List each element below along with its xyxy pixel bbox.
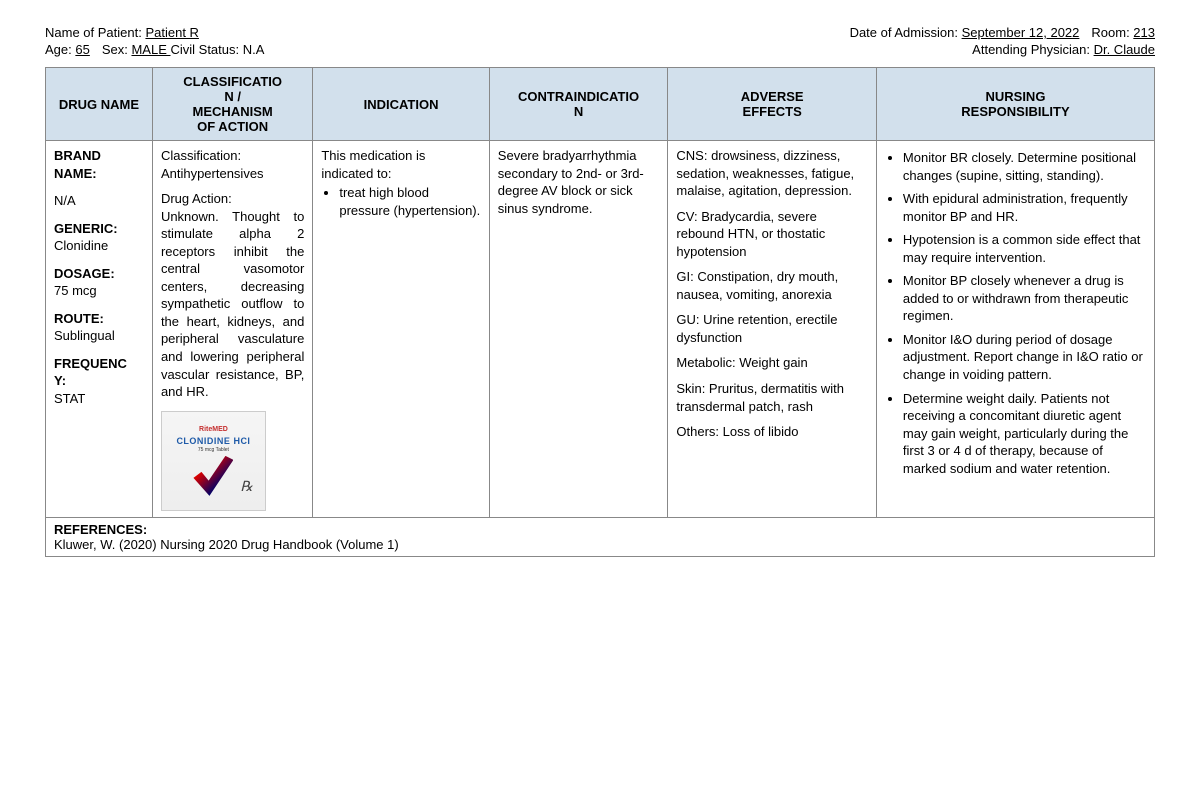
- brand-value: N/A: [54, 193, 76, 208]
- skin-label: Skin: [676, 381, 701, 396]
- indication-lead: This medication is indicated to:: [321, 147, 480, 182]
- dosage-label: DOSAGE:: [54, 266, 115, 281]
- med-name: CLONIDINE HCI: [176, 435, 250, 447]
- patient-name: Name of Patient: Patient R: [45, 25, 199, 40]
- sex-label: Sex:: [102, 42, 132, 57]
- freq-value: STAT: [54, 391, 85, 406]
- brand-label: BRAND NAME:: [54, 148, 101, 181]
- patient-label: Name of Patient:: [45, 25, 142, 40]
- cv-value: : Bradycardia, severe rebound HTN, or th…: [676, 209, 825, 259]
- gi-label: GI: [676, 269, 690, 284]
- cell-classification: Classification: Antihypertensives Drug A…: [152, 141, 312, 518]
- class-label: Classification:: [161, 148, 241, 163]
- med-brand: RiteMED: [199, 425, 228, 434]
- col-adverse: ADVERSEEFFECTS: [668, 68, 877, 141]
- route-label: ROUTE:: [54, 311, 104, 326]
- sex-value: MALE: [131, 42, 170, 57]
- checkmark-icon: [193, 456, 233, 496]
- sex: Sex: MALE Civil Status: N.A: [102, 42, 265, 57]
- freq-label: FREQUENCY:: [54, 356, 127, 389]
- col-contraindication: CONTRAINDICATION: [489, 68, 668, 141]
- metabolic-label: Metabolic: [676, 355, 732, 370]
- metabolic-value: : Weight gain: [732, 355, 808, 370]
- rx-icon: ℞: [240, 479, 253, 498]
- nursing-item: Monitor BR closely. Determine positional…: [903, 149, 1146, 184]
- drug-table: DRUG NAME CLASSIFICATION /MECHANISMOF AC…: [45, 67, 1155, 518]
- generic-label: GENERIC:: [54, 221, 118, 236]
- others-label: Others: [676, 424, 715, 439]
- action-label: Drug Action:: [161, 191, 232, 206]
- medication-image: RiteMED CLONIDINE HCI 75 mcg Tablet ℞: [161, 411, 266, 511]
- civil-status: Civil Status: N.A: [170, 42, 264, 57]
- cell-contraindication: Severe bradyarrhythmia secondary to 2nd-…: [489, 141, 668, 518]
- nursing-item: Determine weight daily. Patients not rec…: [903, 390, 1146, 478]
- physician: Attending Physician: Dr. Claude: [972, 42, 1155, 57]
- age: Age: 65: [45, 42, 90, 57]
- gi-value: : Constipation, dry mouth, nausea, vomit…: [676, 269, 838, 302]
- references-label: REFERENCES:: [54, 522, 147, 537]
- room-value: 213: [1133, 25, 1155, 40]
- col-nursing: NURSINGRESPONSIBILITY: [876, 68, 1154, 141]
- generic-value: Clonidine: [54, 238, 108, 253]
- indication-item: treat high blood pressure (hypertension)…: [339, 184, 480, 219]
- age-label: Age:: [45, 42, 72, 57]
- cns-value: : drowsiness, dizziness, sedation, weakn…: [676, 148, 854, 198]
- patient-value: Patient R: [145, 25, 198, 40]
- nursing-item: Hypotension is a common side effect that…: [903, 231, 1146, 266]
- skin-value: : Pruritus, dermatitis with transdermal …: [676, 381, 844, 414]
- room: Room: 213: [1091, 25, 1155, 40]
- physician-label: Attending Physician:: [972, 42, 1093, 57]
- route-value: Sublingual: [54, 328, 115, 343]
- admission-date: Date of Admission: September 12, 2022: [850, 25, 1080, 40]
- nursing-item: With epidural administration, frequently…: [903, 190, 1146, 225]
- contraindication-text: Severe bradyarrhythmia secondary to 2nd-…: [498, 147, 660, 217]
- cell-nursing: Monitor BR closely. Determine positional…: [876, 141, 1154, 518]
- gu-value: : Urine retention, erectile dysfunction: [676, 312, 837, 345]
- others-value: : Loss of libido: [715, 424, 798, 439]
- cell-adverse: CNS: drowsiness, dizziness, sedation, we…: [668, 141, 877, 518]
- age-value: 65: [75, 42, 89, 57]
- cns-label: CNS: [676, 148, 703, 163]
- action-value: Unknown. Thought to stimulate alpha 2 re…: [161, 208, 304, 401]
- admit-value: September 12, 2022: [962, 25, 1080, 40]
- admit-label: Date of Admission:: [850, 25, 958, 40]
- cv-label: CV: [676, 209, 694, 224]
- references-text: Kluwer, W. (2020) Nursing 2020 Drug Hand…: [54, 537, 399, 552]
- col-drug-name: DRUG NAME: [46, 68, 153, 141]
- nursing-item: Monitor I&O during period of dosage adju…: [903, 331, 1146, 384]
- med-sub: 75 mcg Tablet: [198, 447, 229, 454]
- room-label: Room:: [1091, 25, 1133, 40]
- cell-indication: This medication is indicated to: treat h…: [313, 141, 489, 518]
- references: REFERENCES: Kluwer, W. (2020) Nursing 20…: [45, 518, 1155, 557]
- physician-value: Dr. Claude: [1094, 42, 1155, 57]
- patient-header: Name of Patient: Patient R Date of Admis…: [45, 25, 1155, 57]
- col-classification: CLASSIFICATION /MECHANISMOF ACTION: [152, 68, 312, 141]
- nursing-item: Monitor BP closely whenever a drug is ad…: [903, 272, 1146, 325]
- gu-label: GU: [676, 312, 696, 327]
- dosage-value: 75 mcg: [54, 283, 97, 298]
- class-value: Antihypertensives: [161, 166, 264, 181]
- col-indication: INDICATION: [313, 68, 489, 141]
- cell-drug-name: BRAND NAME: N/A GENERIC: Clonidine DOSAGE…: [46, 141, 153, 518]
